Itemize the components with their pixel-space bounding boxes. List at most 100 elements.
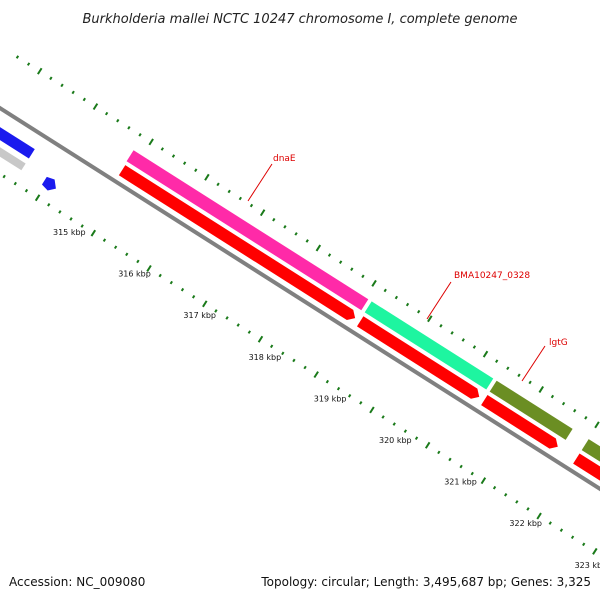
inner-tick xyxy=(136,259,140,264)
outer-tick xyxy=(37,67,43,75)
outer-tick xyxy=(573,408,577,413)
outer-tick xyxy=(60,83,64,88)
tick-labels: 315 kbp 316 kbp 317 kbp 318 kbp 319 kbp 320 k… xyxy=(53,228,600,570)
inner-tick xyxy=(58,210,62,214)
outer-tick xyxy=(148,138,154,146)
inner-tick xyxy=(214,309,218,313)
inner-tick xyxy=(236,323,240,327)
outer-tick xyxy=(350,267,354,272)
outer-tick xyxy=(182,161,187,165)
outer-tick xyxy=(517,373,521,378)
inner-tick xyxy=(504,493,508,497)
inner-tick xyxy=(191,294,196,299)
outer-tick xyxy=(584,415,588,420)
inner-tick xyxy=(526,507,530,511)
outer-tick xyxy=(561,401,566,406)
inner-tick xyxy=(303,365,307,370)
inner-tick xyxy=(403,429,408,433)
inner-tick-row xyxy=(2,174,598,555)
inner-tick xyxy=(269,344,274,349)
outer-tick xyxy=(26,62,31,66)
inner-tick xyxy=(582,542,586,547)
inner-tick xyxy=(90,229,97,237)
gene-label-bma10247-0328: BMA10247_0328 xyxy=(454,271,530,281)
outer-tick xyxy=(383,288,387,293)
inner-tick xyxy=(325,379,330,384)
gene-bma10247-0328-bar xyxy=(364,301,494,390)
inner-tick xyxy=(424,441,431,449)
outer-tick xyxy=(417,309,421,314)
tick-label: 321 kbp xyxy=(444,478,477,487)
genome-strip xyxy=(0,55,600,555)
outer-tick xyxy=(49,76,53,81)
tick-label: 320 kbp xyxy=(379,436,412,445)
outer-tick xyxy=(405,302,410,307)
tick-label: 318 kbp xyxy=(249,353,282,362)
inner-tick xyxy=(292,358,296,363)
inner-tick xyxy=(169,280,173,285)
inner-tick xyxy=(146,264,152,272)
outer-tick xyxy=(92,103,99,111)
inner-tick xyxy=(437,450,441,455)
map-title: Burkholderia mallei NCTC 10247 chromosom… xyxy=(82,12,517,27)
outer-tick xyxy=(249,203,254,208)
inner-tick xyxy=(13,181,17,186)
outer-tick xyxy=(283,224,287,229)
outer-tick xyxy=(594,421,600,429)
backbone-line xyxy=(0,93,600,526)
inner-tick xyxy=(202,300,208,308)
cds-arrow-4 xyxy=(573,453,600,513)
outer-tick xyxy=(538,385,544,393)
outer-tick xyxy=(550,394,555,399)
outer-tick xyxy=(327,253,332,257)
outer-tick xyxy=(506,366,510,371)
gene-label-dnae: dnaE xyxy=(273,154,296,164)
tick-label: 323 kbp xyxy=(575,561,600,570)
inner-tick xyxy=(80,224,84,228)
inner-tick xyxy=(570,535,575,540)
inner-tick xyxy=(113,245,118,250)
inner-tick xyxy=(548,521,552,525)
outer-tick xyxy=(427,315,433,323)
inner-tick xyxy=(536,512,542,520)
outer-tick xyxy=(450,331,454,335)
inner-tick xyxy=(459,464,463,469)
inner-tick xyxy=(34,194,41,202)
outer-tick xyxy=(216,182,220,187)
outer-tick xyxy=(204,173,210,181)
topology-text: Topology: circular; Length: 3,495,687 bp… xyxy=(260,575,591,589)
inner-tick xyxy=(247,330,251,334)
inner-tick xyxy=(492,485,497,490)
lgtg-leader-line xyxy=(521,345,546,382)
inner-tick xyxy=(102,238,107,242)
inner-tick xyxy=(69,217,73,221)
tick-label: 317 kbp xyxy=(183,311,216,320)
outer-tick xyxy=(439,324,443,328)
outer-tick xyxy=(82,97,86,102)
inner-tick xyxy=(515,500,519,504)
outer-tick xyxy=(371,279,377,287)
inner-tick xyxy=(392,422,396,426)
inner-tick xyxy=(348,393,352,398)
outer-tick-row xyxy=(15,55,600,429)
inner-tick xyxy=(2,174,6,179)
outer-tick xyxy=(15,55,20,59)
outer-tick xyxy=(272,217,276,222)
tick-label: 315 kbp xyxy=(53,228,86,237)
inner-tick xyxy=(336,386,341,391)
outer-tick xyxy=(528,380,532,385)
left-gene-grey xyxy=(0,123,26,171)
inner-tick xyxy=(592,547,598,555)
outer-tick xyxy=(305,239,309,243)
outer-tick xyxy=(495,359,499,363)
inner-tick xyxy=(180,287,185,292)
outer-tick xyxy=(160,147,164,151)
outer-tick xyxy=(238,196,242,201)
left-gene-blue xyxy=(0,108,35,159)
inner-tick xyxy=(480,477,487,485)
small-blue-arrow xyxy=(41,176,56,191)
tick-label: 322 kbp xyxy=(509,519,542,528)
outer-tick xyxy=(127,125,131,130)
outer-tick xyxy=(227,189,231,194)
outer-tick xyxy=(104,111,109,116)
